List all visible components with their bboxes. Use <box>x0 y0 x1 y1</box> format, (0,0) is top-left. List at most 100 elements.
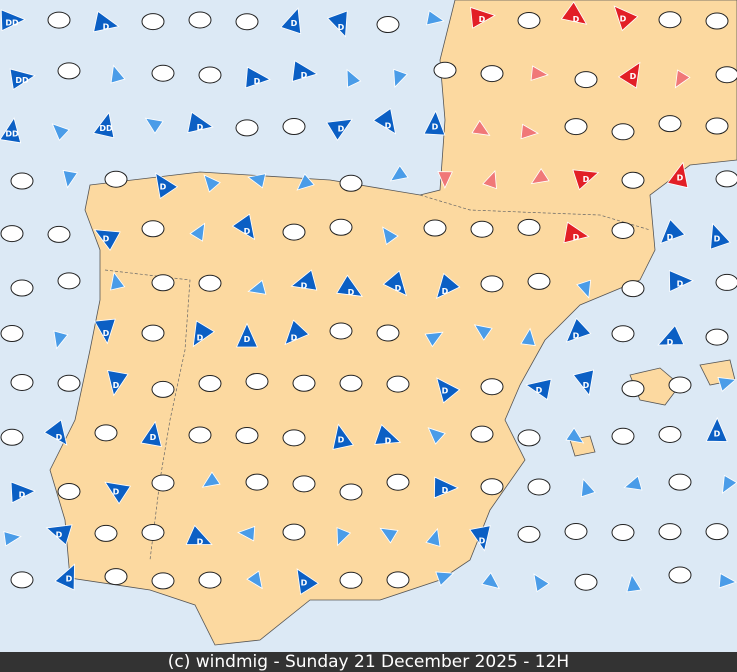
wind-label: D <box>714 429 721 438</box>
wind-calm <box>198 375 222 393</box>
wind-calm <box>198 66 222 84</box>
wind-calm <box>141 13 165 31</box>
wind-label: D <box>244 335 251 344</box>
wind-label: D <box>667 233 674 242</box>
wind-arrow <box>482 169 497 190</box>
wind-arrow <box>613 5 639 32</box>
wind-calm <box>611 427 635 445</box>
wind-calm <box>10 172 34 190</box>
wind-calm <box>0 225 24 243</box>
wind-arrow <box>326 10 348 38</box>
wind-calm <box>151 572 175 590</box>
wind-calm <box>151 474 175 492</box>
wind-label: D <box>479 536 486 545</box>
wind-calm <box>715 170 737 188</box>
wind-arrow <box>666 161 689 189</box>
wind-calm <box>611 221 635 239</box>
wind-arrow <box>530 167 550 185</box>
wind-arrow <box>382 270 407 297</box>
wind-label: D <box>395 284 402 293</box>
wind-label: D <box>291 333 298 342</box>
wind-arrow <box>245 66 271 89</box>
wind-arrow <box>336 274 363 297</box>
wind-label: D <box>197 123 204 132</box>
wind-label: D <box>442 486 449 495</box>
wind-calm <box>517 525 541 543</box>
wind-arrow <box>533 573 550 593</box>
wind-calm <box>292 374 316 392</box>
wind-calm <box>235 119 259 137</box>
wind-arrow <box>43 419 68 446</box>
wind-arrow <box>290 269 318 291</box>
wind-calm <box>480 275 504 293</box>
wind-arrow <box>9 68 36 91</box>
wind-calm <box>480 478 504 496</box>
wind-calm <box>235 426 259 444</box>
wind-arrow <box>530 65 549 81</box>
wind-arrow <box>107 370 129 397</box>
wind-arrow <box>705 416 728 442</box>
wind-arrow <box>572 169 600 191</box>
wind-arrow <box>203 174 221 193</box>
wind-label: D <box>348 288 355 297</box>
wind-calm <box>470 425 494 443</box>
border <box>419 194 651 231</box>
wind-arrow <box>235 322 259 348</box>
wind-label: D <box>197 334 204 343</box>
wind-arrow <box>192 320 216 348</box>
wind-label: D <box>338 436 345 445</box>
wind-arrow <box>110 271 126 291</box>
wind-calm <box>705 328 729 346</box>
wind-arrow <box>237 525 256 542</box>
wind-arrow <box>93 229 121 251</box>
wind-arrow <box>246 570 263 590</box>
wind-label: D <box>573 233 580 242</box>
wind-arrow <box>336 527 352 547</box>
wind-calm <box>0 325 24 343</box>
wind-calm <box>339 571 363 589</box>
wind-calm <box>104 170 128 188</box>
wind-arrow <box>434 476 459 499</box>
wind-arrow <box>470 6 496 29</box>
wind-arrow <box>0 117 22 144</box>
wind-arrow <box>520 327 536 347</box>
wind-arrow <box>110 64 126 84</box>
wind-arrow <box>520 123 539 140</box>
wind-arrow <box>471 119 491 136</box>
wind-arrow <box>425 527 441 547</box>
wind-calm <box>517 218 541 236</box>
wind-label: D <box>301 579 308 588</box>
wind-arrow <box>104 481 132 505</box>
wind-calm <box>386 473 410 491</box>
wind-arrow <box>469 525 491 552</box>
wind-label: D <box>583 175 590 184</box>
footer: (c) windmig - Sunday 21 December 2025 - … <box>0 652 737 672</box>
wind-calm <box>658 115 682 133</box>
wind-label: D <box>150 433 157 442</box>
wind-calm <box>141 523 165 541</box>
wind-arrow <box>201 471 221 488</box>
wind-calm <box>621 380 645 398</box>
wind-label: D <box>385 122 392 131</box>
border <box>104 269 191 561</box>
wind-calm <box>423 219 447 237</box>
wind-calm <box>339 174 363 192</box>
wind-calm <box>574 71 598 89</box>
wind-calm <box>658 523 682 541</box>
wind-label: D <box>620 14 627 23</box>
wind-label: D <box>56 530 63 539</box>
wind-calm <box>57 272 81 290</box>
wind-arrow <box>326 118 353 141</box>
wind-calm <box>527 478 551 496</box>
wind-arrow <box>54 563 75 591</box>
wind-arrow <box>435 571 455 587</box>
wind-calm <box>480 378 504 396</box>
wind-arrow <box>231 213 256 241</box>
wind-calm <box>611 123 635 141</box>
wind-calm <box>188 426 212 444</box>
wind-label: D <box>442 287 449 296</box>
wind-arrow <box>565 317 592 343</box>
wind-calm <box>386 375 410 393</box>
wind-label: D <box>197 538 204 547</box>
